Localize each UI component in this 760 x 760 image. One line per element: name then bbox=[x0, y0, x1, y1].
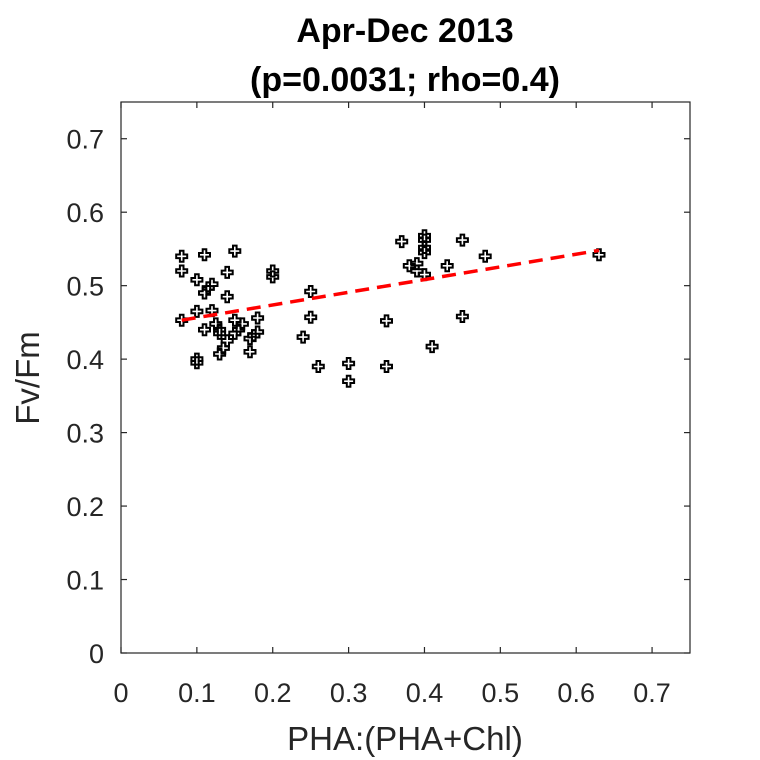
data-point-34 bbox=[304, 285, 318, 298]
data-point-36 bbox=[311, 360, 325, 373]
data-point-4 bbox=[190, 304, 204, 318]
data-point-35 bbox=[304, 310, 318, 324]
x-tick-label-4: 0.4 bbox=[406, 678, 444, 708]
data-point-21 bbox=[228, 244, 242, 258]
data-point-47 bbox=[418, 241, 431, 254]
data-point-38 bbox=[342, 374, 356, 388]
data-point-55 bbox=[592, 248, 606, 262]
data-point-27 bbox=[243, 345, 257, 359]
data-point-7 bbox=[198, 248, 211, 262]
data-points bbox=[175, 229, 606, 388]
y-tick-label-5: 0.5 bbox=[66, 272, 104, 302]
data-point-45 bbox=[418, 229, 431, 243]
data-point-41 bbox=[395, 235, 409, 249]
trend-line-group bbox=[181, 248, 600, 322]
y-axis-label: Fv/Fm bbox=[9, 331, 46, 424]
x-tick-label-5: 0.5 bbox=[482, 678, 520, 708]
data-point-48 bbox=[418, 246, 431, 260]
chart-title: Apr-Dec 2013 bbox=[296, 12, 513, 50]
data-point-6 bbox=[190, 356, 204, 370]
data-point-0 bbox=[175, 249, 189, 263]
data-point-20 bbox=[220, 334, 234, 348]
data-point-39 bbox=[380, 314, 393, 328]
data-point-19 bbox=[220, 290, 234, 304]
data-point-52 bbox=[455, 233, 469, 247]
data-point-30 bbox=[251, 325, 265, 339]
data-point-33 bbox=[296, 330, 310, 344]
y-tick-label-2: 0.2 bbox=[66, 492, 104, 522]
y-tick-label-6: 0.6 bbox=[66, 198, 104, 228]
x-tick-label-0: 0 bbox=[113, 678, 128, 708]
data-point-54 bbox=[478, 249, 492, 263]
data-point-53 bbox=[455, 310, 469, 323]
y-axis: 0 0.1 0.2 0.3 0.4 0.5 0.6 0.7 bbox=[66, 125, 690, 669]
data-point-29 bbox=[251, 311, 265, 325]
data-point-37 bbox=[342, 357, 356, 370]
data-point-23 bbox=[228, 326, 242, 340]
x-tick-label-1: 0.1 bbox=[178, 678, 216, 708]
data-point-9 bbox=[198, 323, 211, 337]
data-point-31 bbox=[266, 264, 280, 278]
data-point-32 bbox=[266, 270, 280, 284]
data-point-40 bbox=[380, 360, 393, 373]
x-axis-label: PHA:(PHA+Chl) bbox=[287, 720, 523, 757]
data-point-25 bbox=[235, 317, 249, 331]
x-tick-label-2: 0.2 bbox=[254, 678, 292, 708]
x-axis: 0 0.1 0.2 0.3 0.4 0.5 0.6 0.7 bbox=[113, 102, 671, 708]
data-point-11 bbox=[205, 277, 219, 291]
data-point-3 bbox=[190, 273, 204, 287]
y-tick-label-1: 0.1 bbox=[66, 566, 104, 596]
data-point-1 bbox=[175, 264, 189, 278]
x-tick-label-7: 0.7 bbox=[633, 678, 671, 708]
data-point-51 bbox=[440, 259, 454, 273]
data-point-18 bbox=[220, 265, 234, 279]
y-tick-label-3: 0.3 bbox=[66, 419, 104, 449]
data-point-46 bbox=[418, 233, 431, 247]
data-point-50 bbox=[425, 340, 439, 354]
trend-line bbox=[181, 248, 600, 322]
data-point-5 bbox=[190, 352, 204, 366]
y-tick-label-7: 0.7 bbox=[66, 125, 104, 155]
y-tick-label-4: 0.4 bbox=[66, 345, 104, 375]
chart-subtitle: (p=0.0031; rho=0.4) bbox=[250, 61, 560, 99]
x-tick-label-6: 0.6 bbox=[557, 678, 595, 708]
y-tick-label-0: 0 bbox=[89, 639, 104, 669]
plot-area-frame bbox=[120, 101, 691, 654]
x-tick-label-3: 0.3 bbox=[330, 678, 368, 708]
